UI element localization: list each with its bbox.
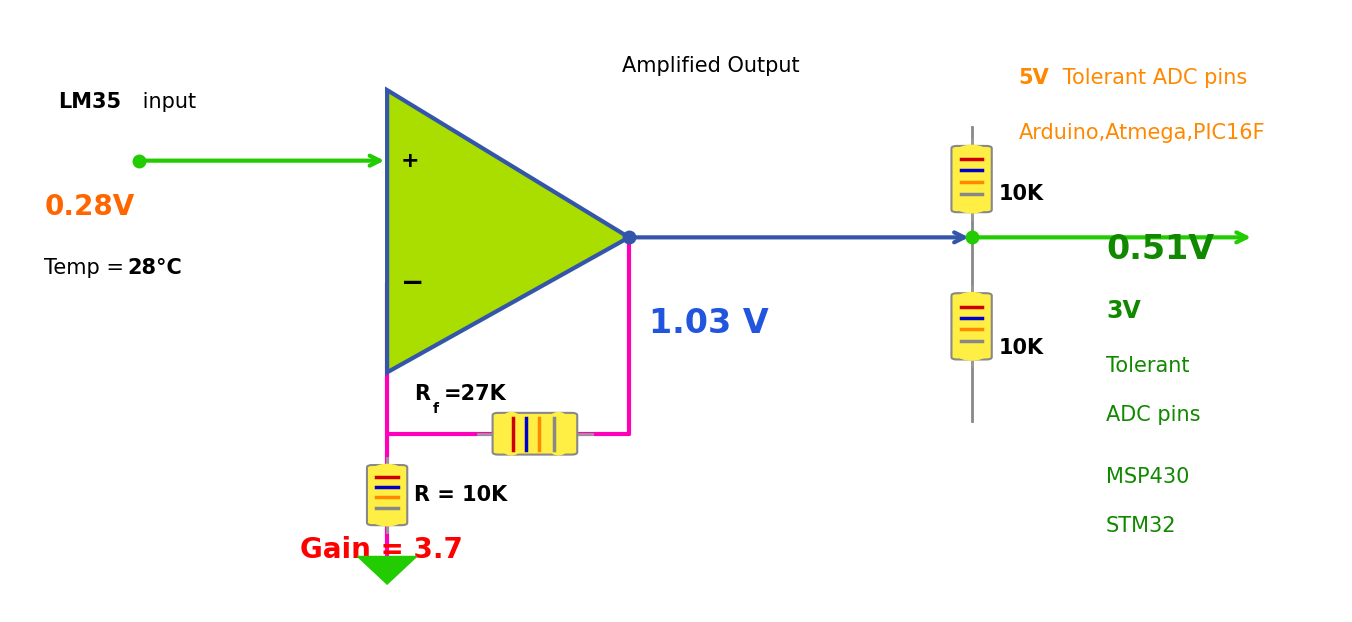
FancyBboxPatch shape (366, 465, 407, 525)
Text: =27K: =27K (443, 384, 506, 404)
Ellipse shape (496, 412, 526, 455)
Ellipse shape (955, 341, 988, 360)
Text: LM35: LM35 (58, 92, 122, 113)
Text: MSP430: MSP430 (1106, 466, 1190, 486)
Text: STM32: STM32 (1106, 516, 1176, 536)
Text: 10K: 10K (999, 338, 1044, 358)
Text: 0.51V: 0.51V (1106, 233, 1214, 266)
Text: Temp =: Temp = (45, 258, 131, 278)
Text: −: − (400, 269, 423, 297)
Text: R: R (414, 384, 430, 404)
Text: f: f (433, 402, 439, 416)
Text: 28°C: 28°C (128, 258, 183, 278)
Ellipse shape (370, 508, 404, 526)
Text: Arduino,Atmega,PIC16F: Arduino,Atmega,PIC16F (1018, 123, 1265, 143)
Text: ADC pins: ADC pins (1106, 406, 1201, 425)
Text: +: + (400, 151, 419, 170)
Polygon shape (387, 90, 629, 373)
Text: Amplified Output: Amplified Output (622, 55, 800, 75)
Ellipse shape (370, 465, 404, 483)
Text: 5V: 5V (1018, 68, 1049, 88)
Text: Tolerant ADC pins: Tolerant ADC pins (1056, 68, 1248, 88)
Text: Gain = 3.7: Gain = 3.7 (300, 536, 462, 564)
FancyBboxPatch shape (952, 293, 992, 360)
Ellipse shape (955, 195, 988, 213)
Polygon shape (357, 557, 416, 584)
FancyBboxPatch shape (492, 413, 577, 455)
Text: 10K: 10K (999, 184, 1044, 205)
Text: R = 10K: R = 10K (414, 485, 507, 505)
Text: 3V: 3V (1106, 299, 1141, 323)
Ellipse shape (955, 292, 988, 311)
Text: 1.03 V: 1.03 V (649, 307, 769, 340)
Text: input: input (135, 92, 196, 113)
Ellipse shape (955, 146, 988, 164)
FancyBboxPatch shape (952, 146, 992, 212)
Text: Tolerant: Tolerant (1106, 356, 1190, 376)
Ellipse shape (544, 412, 573, 455)
Text: 0.28V: 0.28V (45, 193, 135, 221)
